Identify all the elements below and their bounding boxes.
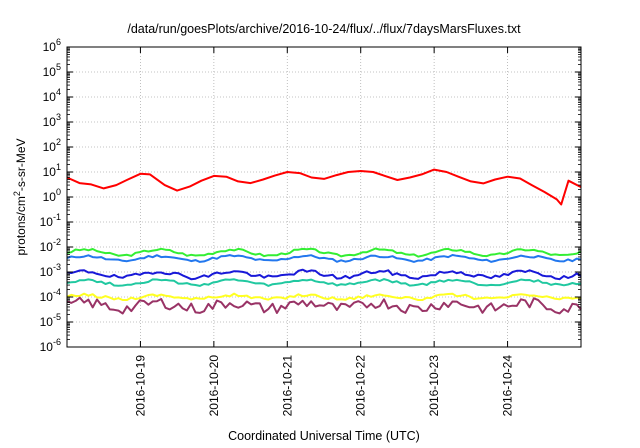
series-line-6 (66, 292, 582, 301)
series-line-3 (66, 254, 582, 263)
series-line-5 (66, 278, 582, 287)
y-tick-label: 10-2 (40, 237, 61, 254)
series-line-7 (66, 296, 582, 315)
x-tick-label: 2016-10-20 (207, 355, 221, 417)
x-tick-label: 2016-10-24 (501, 355, 515, 417)
y-tick-label: 10-4 (40, 287, 61, 304)
y-tick-label: 10-1 (40, 212, 61, 229)
series-line-2 (66, 247, 582, 258)
x-tick-label: 2016-10-22 (354, 355, 368, 417)
y-tick-label: 10-3 (40, 262, 61, 279)
y-tick-label: 106 (43, 37, 61, 54)
x-tick-label: 2016-10-23 (427, 355, 441, 417)
x-tick-label: 2016-10-19 (133, 355, 147, 417)
y-tick-label: 100 (43, 187, 61, 204)
chart-title: /data/run/goesPlots/archive/2016-10-24/f… (127, 22, 521, 36)
series-layer (66, 168, 582, 315)
y-axis-label: protons/cm2-s-sr-MeV (12, 138, 28, 255)
y-tick-label: 105 (43, 62, 61, 79)
y-axis-label-suffix: -s-sr-MeV (14, 138, 28, 191)
y-tick-label: 104 (43, 87, 61, 104)
y-tick-label: 102 (43, 137, 61, 154)
series-line-4 (66, 268, 582, 281)
y-tick-label: 10-6 (40, 337, 61, 354)
x-tick-label: 2016-10-21 (280, 355, 294, 417)
series-line-1 (66, 168, 582, 206)
x-axis-label: Coordinated Universal Time (UTC) (228, 429, 420, 443)
y-axis-label-sup: 2 (12, 191, 22, 196)
ticks: 10-6 10-5 10-4 10-3 10-2 10-1 100 101 102 103 104 1… (40, 37, 581, 416)
y-tick-label: 103 (43, 112, 61, 129)
y-axis-label-prefix: protons/cm (14, 196, 28, 255)
y-tick-label: 10-5 (40, 312, 61, 329)
y-tick-label: 101 (43, 162, 61, 179)
